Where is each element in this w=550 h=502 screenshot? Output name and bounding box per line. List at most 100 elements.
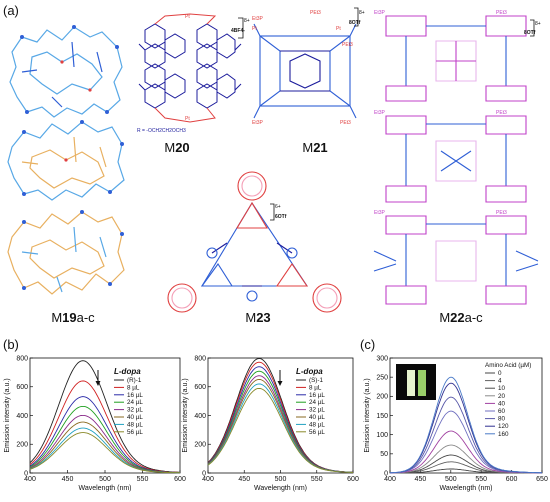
m20-charge: 8+: [244, 18, 250, 24]
y-tick-label: 100: [376, 432, 388, 439]
x-tick-label: 400: [24, 476, 36, 483]
arrow-down-icon: [277, 381, 283, 386]
m22-cage-middle: [385, 115, 527, 203]
y-axis-label: Emission intensity (a.u.): [364, 378, 371, 452]
m21-structure: Et3P Pt PEt3 Pt PEt3 Et3P PEt3 8+ 8OTf: [252, 7, 365, 126]
y-tick-label: 600: [16, 384, 28, 391]
legend-entry: 80: [498, 416, 506, 423]
chart-b-right: 400 450 500 550 600 0 200 400 600 800 Wavelength (…: [182, 355, 359, 492]
m23-counterion: 6OTf: [275, 214, 287, 220]
x-tick-label: 500: [99, 476, 111, 483]
legend-entry: 40 µL: [309, 414, 325, 421]
y-tick-label: 50: [380, 451, 388, 458]
series-line: [29, 414, 180, 474]
legend-entry: 60: [498, 408, 506, 415]
m22-label: M22a-c: [439, 310, 483, 325]
legend-title: L-dopa: [114, 367, 141, 376]
panel-b-letter: (b): [3, 337, 19, 352]
legend-entry: (R)-1: [127, 377, 142, 384]
m23-charge: 6+: [275, 204, 281, 210]
m21-pt-top-left: Pt: [252, 26, 257, 32]
x-tick-label: 450: [415, 476, 427, 483]
y-tick-label: 800: [194, 355, 206, 362]
legend-title: Amino Acid (µM): [485, 362, 531, 369]
legend-entry: 160: [498, 431, 509, 438]
vial-photo: [396, 364, 436, 400]
vial-left: [407, 370, 415, 396]
plot-frame: [29, 357, 181, 474]
chart-c: 400 450 500 550 600 650050100150200250300Wave…: [364, 355, 548, 492]
y-tick-label: 200: [194, 442, 206, 449]
legend-entry: 48 µL: [309, 421, 325, 428]
legend-entry: 16 µL: [309, 392, 325, 399]
legend-entry: 40 µL: [127, 414, 143, 421]
x-axis-label: Wavelength (nm): [254, 485, 307, 492]
y-tick-label: 250: [376, 374, 388, 381]
m22-charge: 8+: [535, 21, 541, 27]
m22-mid-pet3: PEt3: [496, 110, 507, 116]
m21-et3p-bottom-left: Et3P: [252, 120, 264, 126]
y-tick-label: 300: [376, 355, 388, 362]
m20-r-group: R = -OCH2CH2OCH3: [137, 128, 186, 134]
m19-cage-middle: [7, 120, 125, 201]
m22-top-pet3: PEt3: [496, 10, 507, 16]
series-line: [207, 387, 354, 473]
chart-b-left: 400 450 500 550 600 0 200 400 600 800 Wavelength (…: [4, 355, 186, 492]
x-tick-label: 500: [445, 476, 457, 483]
legend-entry: 56 µL: [309, 429, 325, 436]
legend-entry: 8 µL: [127, 384, 140, 391]
y-axis-label: Emission intensity (a.u.): [4, 378, 11, 452]
legend-entry: 120: [498, 423, 509, 430]
legend-entry: 16 µL: [127, 392, 143, 399]
panel-a-letter: (a): [3, 3, 19, 18]
legend-entry: 48 µL: [127, 421, 143, 428]
x-tick-label: 550: [137, 476, 149, 483]
m22-top-et3p: Et3P: [374, 10, 386, 16]
legend-entry: 8 µL: [309, 384, 322, 391]
panel-c-letter: (c): [360, 337, 376, 352]
legend-entry: 10: [498, 385, 506, 392]
y-axis-label: Emission intensity (a.u.): [182, 378, 189, 452]
x-axis-label: Wavelength (nm): [78, 485, 131, 492]
y-tick-label: 0: [384, 470, 388, 477]
legend-title: L-dopa: [296, 367, 323, 376]
m20-pd-top-label: Pt: [185, 14, 190, 20]
x-tick-label: 600: [347, 476, 359, 483]
m19-cage-bottom: [7, 210, 125, 295]
y-tick-label: 400: [194, 413, 206, 420]
legend-entry: 40: [498, 400, 506, 407]
m19-label: M19a-c: [51, 310, 95, 325]
m22-bot-et3p: Et3P: [374, 210, 386, 216]
legend-entry: 0: [498, 370, 502, 377]
m20-pd-bottom-label: Pt: [185, 116, 190, 122]
legend-entry: 56 µL: [127, 429, 143, 436]
m22-cage-top: [385, 15, 527, 102]
m20-structure: Pt Pt 8+ 4BF4- R = -OCH2CH2OCH3: [137, 13, 250, 134]
x-tick-label: 450: [62, 476, 74, 483]
y-tick-label: 0: [202, 470, 206, 477]
m19-structures: [7, 25, 125, 295]
m22-counterion: 8OTf: [524, 30, 536, 36]
x-tick-label: 600: [506, 476, 518, 483]
m22-mid-et3p: Et3P: [374, 110, 386, 116]
y-tick-label: 200: [376, 394, 388, 401]
x-tick-label: 450: [238, 476, 250, 483]
series-line: [29, 380, 180, 473]
x-tick-label: 550: [311, 476, 323, 483]
m22-cage-bottom: [373, 215, 539, 305]
m20-label: M20: [164, 140, 190, 155]
m21-counterion: 8OTf: [349, 20, 361, 26]
legend-entry: (S)-1: [309, 377, 323, 384]
m21-charge: 8+: [359, 10, 365, 16]
m19-cage-top: [9, 25, 123, 118]
m21-pet3-right: PEt3: [342, 42, 353, 48]
legend-entry: 32 µL: [309, 407, 325, 414]
x-axis-label: Wavelength (nm): [439, 485, 492, 492]
vial-right: [418, 370, 426, 396]
y-tick-label: 0: [24, 470, 28, 477]
legend-entry: 24 µL: [309, 399, 325, 406]
x-tick-label: 550: [475, 476, 487, 483]
series-line: [390, 410, 542, 474]
y-tick-label: 800: [16, 355, 28, 362]
x-tick-label: 400: [202, 476, 214, 483]
